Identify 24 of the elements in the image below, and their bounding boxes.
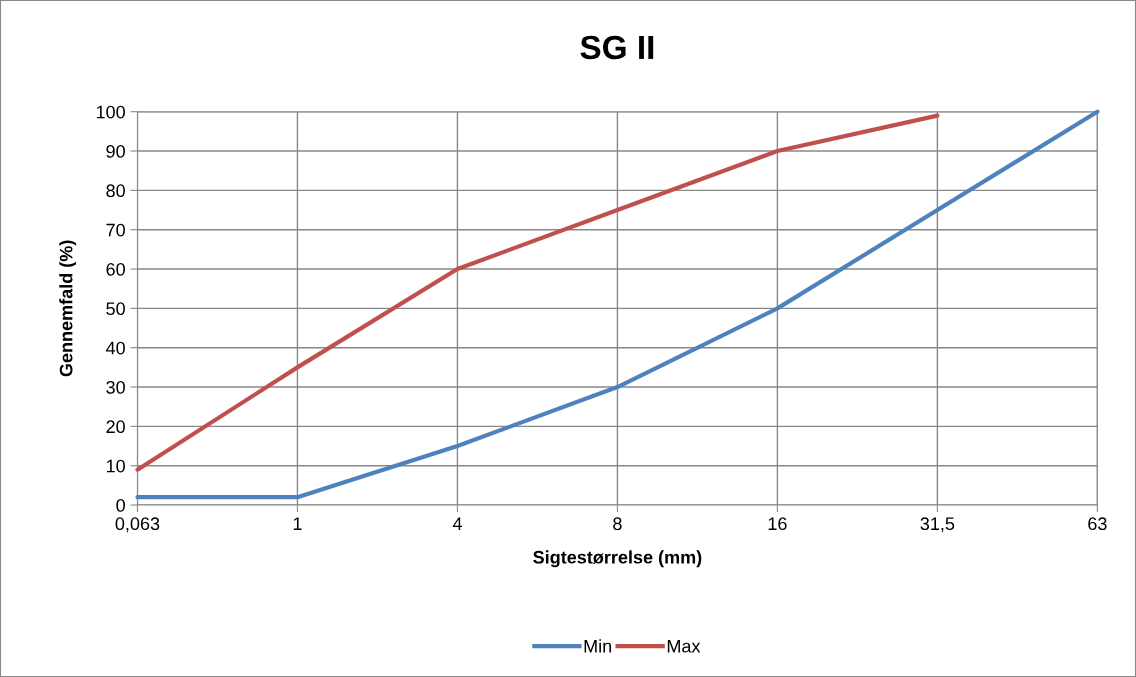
y-tick-label: 100 [96,105,125,119]
y-tick-label: 70 [106,223,125,237]
x-tick-label: 4 [452,517,462,530]
x-tick-label: 0,063 [115,517,160,533]
y-tick-label: 90 [106,144,125,158]
legend-label: Min [584,639,612,653]
chart-title: SG II [580,35,654,60]
x-tick-label: 31,5 [920,517,955,533]
line-series [135,113,940,472]
x-tick-label: 63 [1088,517,1107,531]
y-tick-label: 10 [106,459,125,473]
y-tick-label: 50 [106,302,125,316]
y-tick-label: 80 [106,184,125,198]
y-tick-label: 60 [106,262,125,276]
x-tick-label: 16 [768,517,787,531]
y-axis-title: Gennemfald (%) [59,240,77,377]
y-tick-label: 0 [116,498,125,512]
legend-label: Max [667,639,701,653]
y-tick-label: 40 [105,341,125,355]
y-tick-label: 20 [106,420,125,434]
y-tick-label: 30 [106,380,125,394]
x-tick-label: 8 [613,517,622,531]
x-axis-title: Sigtestørrelse (mm) [533,550,702,568]
x-tick-label: 1 [293,517,302,530]
